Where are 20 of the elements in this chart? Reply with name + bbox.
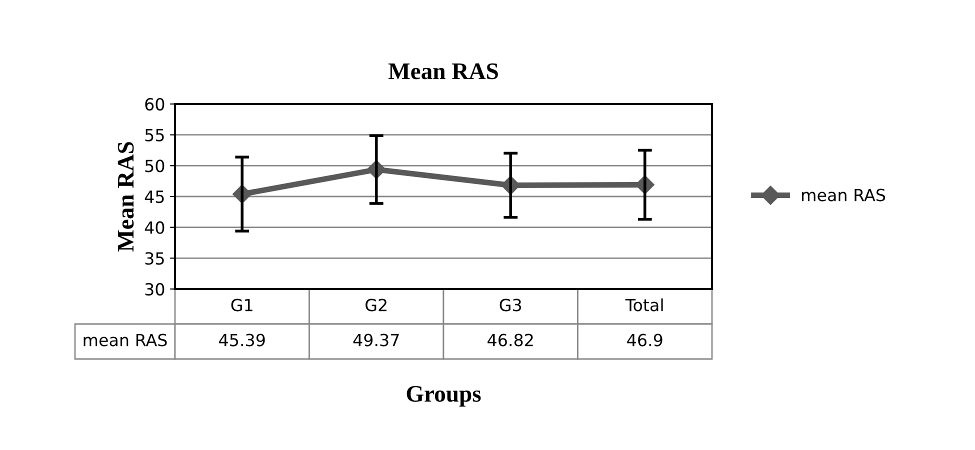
x-axis-title: Groups bbox=[406, 386, 481, 407]
data-label: 45.39 bbox=[219, 334, 265, 346]
text: mean RAS bbox=[84, 334, 167, 346]
data-label: 46.9 bbox=[627, 334, 662, 346]
y-tick-label: 30 bbox=[145, 282, 164, 296]
y-tick-label: 55 bbox=[145, 129, 164, 142]
y-tick-label: 40 bbox=[144, 221, 164, 234]
x-tick-label: G2 bbox=[366, 298, 386, 312]
data-label: 46.82 bbox=[488, 334, 533, 346]
x-tick-label: Total bbox=[625, 298, 663, 312]
y-tick-label: 45 bbox=[144, 190, 164, 204]
x-tick-label: G1 bbox=[231, 298, 252, 312]
y-tick-label: 35 bbox=[145, 252, 164, 265]
legend-label: mean RAS bbox=[802, 188, 886, 202]
chart-title: Mean RAS bbox=[388, 63, 498, 80]
y-axis-title: Mean RAS bbox=[118, 142, 134, 252]
y-tick-label: 50 bbox=[145, 160, 164, 172]
y-tick-label: 60 bbox=[145, 98, 164, 111]
data-label: 49.37 bbox=[353, 334, 399, 346]
x-tick-label: G3 bbox=[500, 298, 522, 312]
